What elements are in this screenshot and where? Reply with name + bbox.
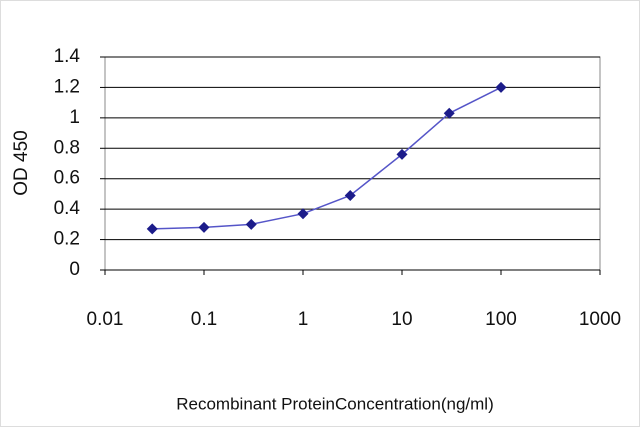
data-point [297,208,309,220]
data-point [495,81,507,93]
x-tick-label: 100 [485,309,517,330]
y-tick-label: 0.6 [54,168,80,189]
y-tick-label: 1 [69,107,80,128]
data-point [146,223,158,235]
y-tick-label: 0.8 [54,137,80,158]
data-point [443,107,455,119]
data-point [344,189,356,201]
data-point [245,218,257,230]
x-tick-label: 1 [298,309,309,330]
x-tick-label: 10 [391,309,412,330]
data-point [198,221,210,233]
x-tick-label: 0.01 [87,309,124,330]
y-tick-label: 1.2 [54,76,80,97]
y-tick-label: 0.4 [54,198,81,219]
x-axis-label: Recombinant ProteinConcentration(ng/ml) [176,394,494,413]
y-axis-label: OD 450 [11,130,32,195]
x-tick-label: 0.1 [191,309,217,330]
data-point [396,148,408,160]
plot-area [104,56,601,271]
x-tick-label: 1000 [579,309,621,330]
y-tick-label: 0.2 [54,229,80,250]
y-tick-label: 1.4 [54,46,81,67]
series-line [152,86,502,230]
y-tick-label: 0 [69,259,80,280]
